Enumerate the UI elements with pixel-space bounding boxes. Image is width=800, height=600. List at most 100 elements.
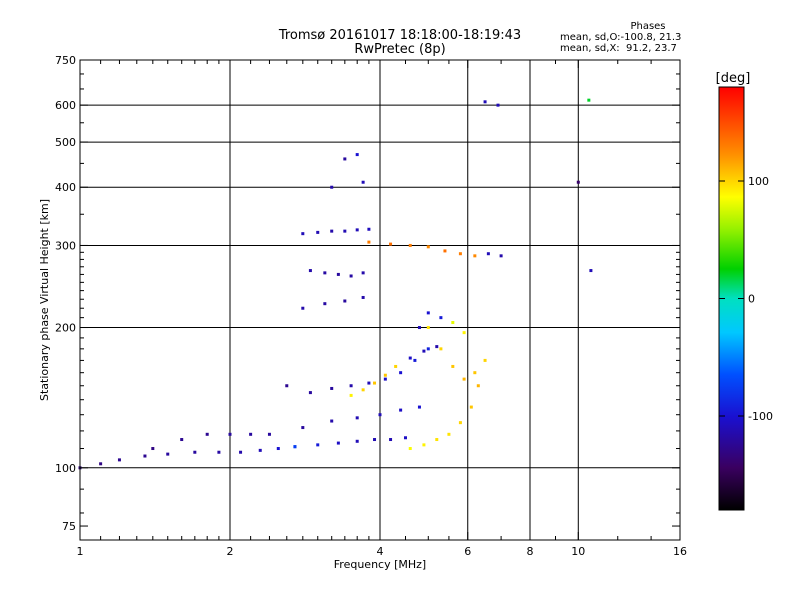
- data-point: [473, 254, 477, 258]
- data-point: [413, 358, 417, 362]
- colorbar-ticks: 100 0 -100: [718, 86, 773, 511]
- data-point: [408, 447, 412, 451]
- data-point: [301, 306, 305, 310]
- data-point: [451, 321, 455, 325]
- data-point: [361, 271, 365, 275]
- data-point: [343, 229, 347, 233]
- data-point: [276, 447, 280, 451]
- data-point: [355, 439, 359, 443]
- data-point: [361, 295, 365, 299]
- y-tick-label: 75: [62, 520, 76, 533]
- data-point: [143, 454, 147, 458]
- data-point: [180, 438, 184, 442]
- y-tick-label: 100: [55, 462, 76, 475]
- data-point: [336, 272, 340, 276]
- data-point: [422, 349, 426, 353]
- data-point: [301, 426, 305, 430]
- data-point: [462, 377, 466, 381]
- x-tick-label: 8: [527, 545, 534, 558]
- data-point: [193, 450, 197, 454]
- data-point: [267, 432, 271, 436]
- data-point: [343, 299, 347, 303]
- data-point: [249, 432, 253, 436]
- data-point: [355, 153, 359, 157]
- data-point: [361, 180, 365, 184]
- data-point: [422, 443, 426, 447]
- data-point: [399, 408, 403, 412]
- data-point: [417, 326, 421, 330]
- data-point: [476, 384, 480, 388]
- y-tick-label: 600: [55, 99, 76, 112]
- data-point: [469, 405, 473, 409]
- x-tick-label: 2: [227, 545, 234, 558]
- colorbar-tick-label: 100: [748, 175, 769, 188]
- data-point: [316, 443, 320, 447]
- y-tick-label: 300: [55, 239, 76, 252]
- data-point: [301, 232, 305, 236]
- data-point: [576, 180, 580, 184]
- data-point: [403, 436, 407, 440]
- data-point: [285, 384, 289, 388]
- data-point: [426, 245, 430, 249]
- data-point: [330, 419, 334, 423]
- data-point: [426, 311, 430, 315]
- x-tick-label: 1: [77, 545, 84, 558]
- data-point: [355, 228, 359, 232]
- data-point: [205, 432, 209, 436]
- data-point: [308, 269, 312, 273]
- data-point: [323, 302, 327, 306]
- data-point: [367, 381, 371, 385]
- data-point: [367, 240, 371, 244]
- chart-title-line-1: Tromsø 20161017 18:18:00-18:19:43: [278, 28, 522, 43]
- x-tick-label: 10: [571, 545, 585, 558]
- data-point: [228, 432, 232, 436]
- data-point: [323, 271, 327, 275]
- data-point: [373, 438, 377, 442]
- phase-stats: Phases mean, sd,O:-100.8, 21.3 mean, sd,…: [560, 21, 696, 54]
- data-points: [78, 98, 593, 470]
- data-point: [308, 391, 312, 395]
- data-point: [349, 274, 353, 278]
- data-point: [408, 243, 412, 247]
- data-point: [447, 432, 451, 436]
- data-point: [496, 103, 500, 107]
- phase-stats-x: mean, sd,X: 91.2, 23.7: [560, 43, 677, 54]
- data-point: [383, 377, 387, 381]
- data-point: [349, 393, 353, 397]
- y-tick-label: 750: [55, 54, 76, 67]
- data-point: [483, 100, 487, 104]
- data-point: [389, 438, 393, 442]
- plot-axes: 1 2 4 6 8 10 16 75 100 200 300 400 500 600 750: [55, 54, 687, 558]
- phase-stats-o: mean, sd,O:-100.8, 21.3: [560, 32, 682, 43]
- data-point: [499, 254, 503, 258]
- data-point: [439, 316, 443, 320]
- y-tick-label: 400: [55, 181, 76, 194]
- data-point: [462, 331, 466, 335]
- y-tick-label: 500: [55, 136, 76, 149]
- data-point: [361, 388, 365, 392]
- data-point: [426, 347, 430, 351]
- data-point: [343, 157, 347, 161]
- data-point: [408, 356, 412, 360]
- data-point: [435, 438, 439, 442]
- data-point: [417, 405, 421, 409]
- phase-stats-header: Phases: [630, 21, 666, 32]
- data-point: [435, 345, 439, 349]
- data-point: [258, 448, 262, 452]
- y-tick-label: 200: [55, 322, 76, 335]
- data-point: [166, 452, 170, 456]
- data-point: [383, 373, 387, 377]
- data-point: [367, 227, 371, 231]
- x-tick-label: 4: [377, 545, 384, 558]
- data-point: [373, 381, 377, 385]
- data-point: [587, 98, 591, 102]
- x-tick-label: 16: [673, 545, 687, 558]
- data-point: [117, 458, 121, 462]
- grid-lines: [80, 60, 680, 540]
- data-point: [330, 185, 334, 189]
- data-point: [378, 413, 382, 417]
- data-point: [399, 371, 403, 375]
- data-point: [458, 421, 462, 425]
- data-point: [336, 441, 340, 445]
- data-point: [330, 229, 334, 233]
